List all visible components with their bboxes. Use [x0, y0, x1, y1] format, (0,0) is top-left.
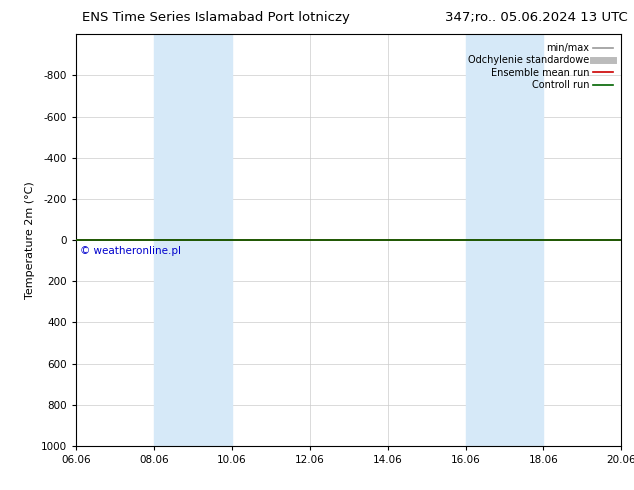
Y-axis label: Temperature 2m (°C): Temperature 2m (°C) — [25, 181, 36, 299]
Text: 347;ro.. 05.06.2024 13 UTC: 347;ro.. 05.06.2024 13 UTC — [445, 11, 628, 24]
Text: © weatheronline.pl: © weatheronline.pl — [80, 246, 181, 256]
Bar — [154, 34, 232, 446]
Bar — [465, 34, 543, 446]
Text: ENS Time Series Islamabad Port lotniczy: ENS Time Series Islamabad Port lotniczy — [82, 11, 351, 24]
Legend: min/max, Odchylenie standardowe, Ensemble mean run, Controll run: min/max, Odchylenie standardowe, Ensembl… — [464, 39, 616, 94]
